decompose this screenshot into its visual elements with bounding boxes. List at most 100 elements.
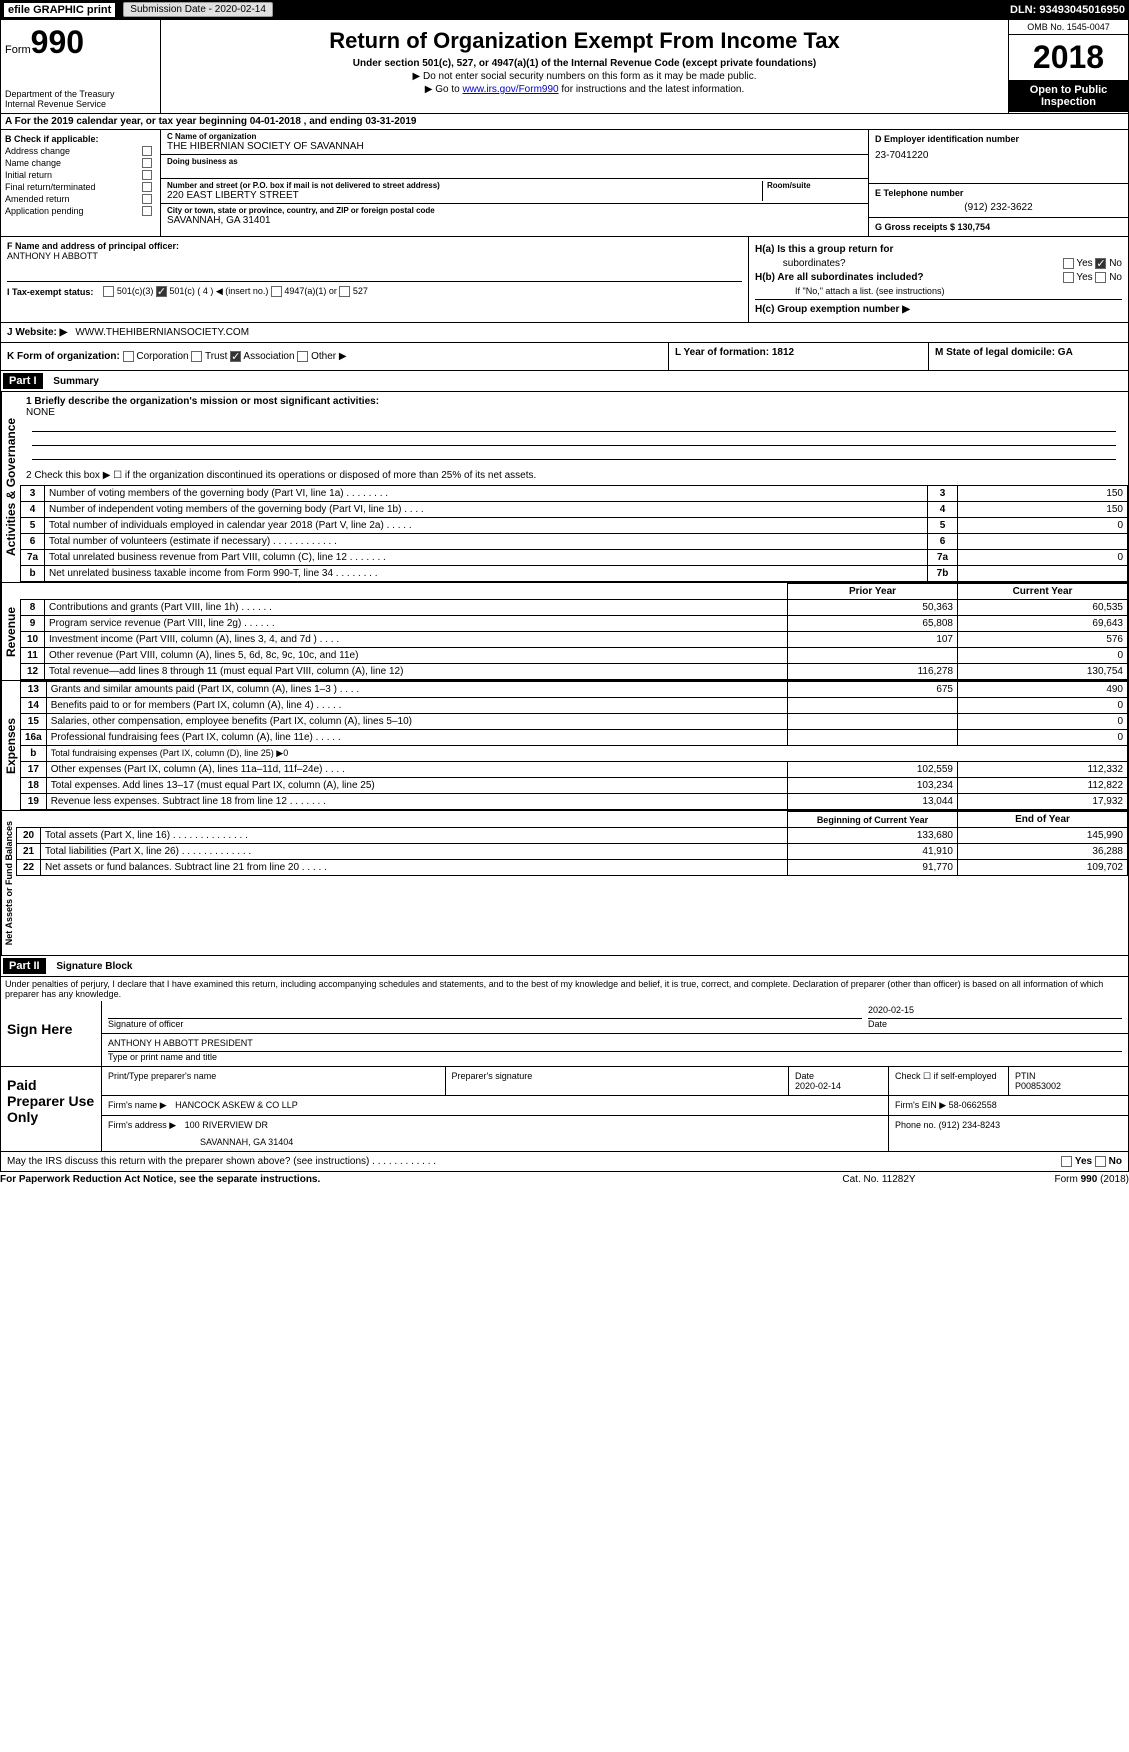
k-checkbox[interactable] — [297, 351, 308, 362]
part1-badge: Part I — [3, 373, 43, 389]
table-row: 11Other revenue (Part VIII, column (A), … — [21, 648, 1128, 664]
netassets-section: Net Assets or Fund Balances Beginning of… — [0, 810, 1129, 956]
form-subtitle: Under section 501(c), 527, or 4947(a)(1)… — [165, 58, 1004, 69]
prep-ptin: P00853002 — [1015, 1081, 1122, 1091]
expenses-content: 13Grants and similar amounts paid (Part … — [20, 681, 1128, 810]
b-item: Address change — [5, 146, 156, 156]
discuss-no-cb[interactable] — [1095, 1156, 1106, 1167]
form-number: Form990 — [5, 24, 156, 61]
b-checkbox[interactable] — [142, 146, 152, 156]
form-header: Form990 Department of the Treasury Inter… — [0, 19, 1129, 114]
prep-h5: PTIN — [1015, 1071, 1122, 1081]
line1-wrap: 1 Briefly describe the organization's mi… — [20, 392, 1128, 485]
preparer-label: Paid Preparer Use Only — [1, 1067, 101, 1151]
note-link: ▶ Go to www.irs.gov/Form990 for instruct… — [165, 84, 1004, 95]
k-checkbox[interactable] — [230, 351, 241, 362]
footer-mid: Cat. No. 11282Y — [779, 1174, 979, 1185]
j-label: J Website: ▶ — [7, 327, 67, 338]
prep-date-wrap: Date 2020-02-14 — [788, 1067, 888, 1095]
revenue-content: Prior YearCurrent Year8Contributions and… — [20, 583, 1128, 680]
ha-yes-cb[interactable] — [1063, 258, 1074, 269]
header-left: Form990 Department of the Treasury Inter… — [1, 20, 161, 113]
b-item: Name change — [5, 158, 156, 168]
sig-date-wrap: 2020-02-15 Date — [862, 1005, 1122, 1029]
netassets-label: Net Assets or Fund Balances — [1, 811, 16, 955]
discuss-text: May the IRS discuss this return with the… — [7, 1156, 436, 1167]
perjury-text: Under penalties of perjury, I declare th… — [0, 977, 1129, 1001]
table-row: 14Benefits paid to or for members (Part … — [21, 698, 1128, 714]
yes1: Yes — [1076, 258, 1092, 269]
row-fh: F Name and address of principal officer:… — [0, 237, 1129, 323]
k-checkbox[interactable] — [123, 351, 134, 362]
c-name-row: C Name of organization THE HIBERNIAN SOC… — [161, 130, 868, 155]
k-checkbox[interactable] — [191, 351, 202, 362]
row-klm: K Form of organization: Corporation Trus… — [0, 343, 1129, 371]
b-checkbox[interactable] — [142, 194, 152, 204]
ha2-label: subordinates? — [755, 258, 846, 269]
discuss-yes: Yes — [1075, 1156, 1092, 1167]
no2: No — [1109, 272, 1122, 283]
prep-ein-label: Firm's EIN ▶ — [895, 1100, 946, 1110]
j-val: WWW.THEHIBERNIANSOCIETY.COM — [75, 327, 249, 338]
table-row: 21Total liabilities (Part X, line 26) . … — [17, 844, 1128, 860]
b-checkbox[interactable] — [142, 158, 152, 168]
table-row: 22Net assets or fund balances. Subtract … — [17, 860, 1128, 876]
i-checkbox[interactable] — [156, 286, 167, 297]
line1: 1 Briefly describe the organization's mi… — [26, 396, 1122, 407]
c-city-val: SAVANNAH, GA 31401 — [167, 215, 862, 226]
i-checkbox[interactable] — [339, 286, 350, 297]
c-street-row: Number and street (or P.O. box if mail i… — [161, 179, 868, 204]
ha-no-cb[interactable] — [1095, 258, 1106, 269]
row-a-tax-year: A For the 2019 calendar year, or tax yea… — [0, 114, 1129, 130]
governance-table: 3Number of voting members of the governi… — [20, 485, 1128, 582]
i-checkbox[interactable] — [103, 286, 114, 297]
irs-link[interactable]: www.irs.gov/Form990 — [462, 84, 558, 95]
m-label: M State of legal domicile: GA — [935, 347, 1073, 358]
hb-yes-cb[interactable] — [1063, 272, 1074, 283]
d-gross-label: G Gross receipts $ 130,754 — [875, 222, 1122, 232]
discuss-yes-cb[interactable] — [1061, 1156, 1072, 1167]
revenue-label: Revenue — [1, 583, 20, 680]
prep-ein: 58-0662558 — [949, 1100, 997, 1110]
ha2-line: subordinates? Yes No — [755, 258, 1122, 269]
tax-year: 2018 — [1009, 35, 1128, 80]
col-d: D Employer identification number 23-7041… — [868, 130, 1128, 236]
c-dba-label: Doing business as — [167, 157, 862, 166]
omb-number: OMB No. 1545-0047 — [1009, 20, 1128, 35]
form-990: 990 — [31, 24, 84, 60]
prep-phone-wrap: Phone no. (912) 234-8243 — [888, 1116, 1128, 1151]
hb-line: H(b) Are all subordinates included? Yes … — [755, 272, 1122, 283]
table-row: 9Program service revenue (Part VIII, lin… — [21, 616, 1128, 632]
sig-name: ANTHONY H ABBOTT PRESIDENT — [108, 1038, 1122, 1052]
b-item: Application pending — [5, 206, 156, 216]
b-checkbox[interactable] — [142, 206, 152, 216]
prep-row2: Firm's name ▶ HANCOCK ASKEW & CO LLP Fir… — [101, 1096, 1128, 1116]
prep-h3: Date — [795, 1071, 882, 1081]
efile-label: efile GRAPHIC print — [4, 3, 115, 17]
table-row: bNet unrelated business taxable income f… — [21, 566, 1128, 582]
row-i: I Tax-exempt status: 501(c)(3) 501(c) ( … — [7, 281, 742, 297]
governance-label: Activities & Governance — [1, 392, 20, 582]
expenses-table: 13Grants and similar amounts paid (Part … — [20, 681, 1128, 810]
c-city-label: City or town, state or province, country… — [167, 206, 862, 215]
i-checkbox[interactable] — [271, 286, 282, 297]
b-checkbox[interactable] — [142, 170, 152, 180]
hb-no-cb[interactable] — [1095, 272, 1106, 283]
prep-firm: HANCOCK ASKEW & CO LLP — [175, 1100, 298, 1110]
sign-here-label: Sign Here — [1, 1001, 101, 1066]
c-room-wrap: Room/suite — [762, 181, 862, 201]
form-prefix: Form — [5, 44, 31, 56]
line2: 2 Check this box ▶ ☐ if the organization… — [26, 470, 1122, 481]
governance-content: 1 Briefly describe the organization's mi… — [20, 392, 1128, 582]
b-checkbox[interactable] — [142, 182, 152, 192]
sign-row1: Signature of officer 2020-02-15 Date — [102, 1001, 1128, 1034]
sign-content: Signature of officer 2020-02-15 Date ANT… — [101, 1001, 1128, 1066]
submission-date-btn[interactable]: Submission Date - 2020-02-14 — [123, 2, 273, 17]
f-label: F Name and address of principal officer: — [7, 241, 742, 251]
c-name-val: THE HIBERNIAN SOCIETY OF SAVANNAH — [167, 141, 862, 152]
table-row: 4Number of independent voting members of… — [21, 502, 1128, 518]
c-street-val: 220 EAST LIBERTY STREET — [167, 190, 762, 201]
note2-post: for instructions and the latest informat… — [559, 84, 745, 95]
table-row: 10Investment income (Part VIII, column (… — [21, 632, 1128, 648]
sig-officer-wrap: Signature of officer — [108, 1005, 862, 1029]
